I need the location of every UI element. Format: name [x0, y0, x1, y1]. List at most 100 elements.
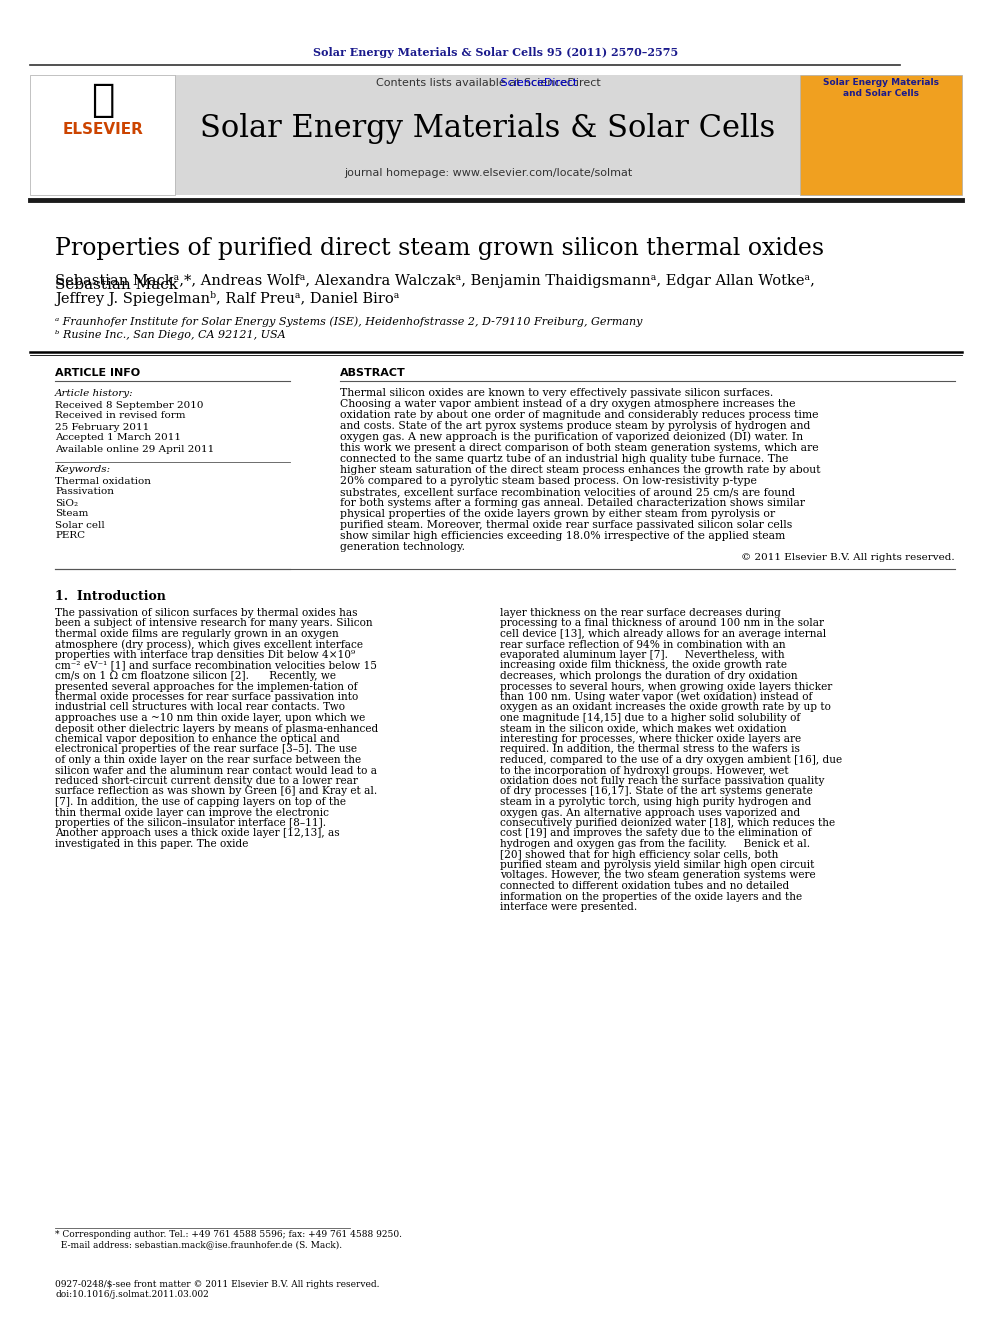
Text: oxidation rate by about one order of magnitude and considerably reduces process : oxidation rate by about one order of mag… [340, 410, 818, 419]
Text: oxidation does not fully reach the surface passivation quality: oxidation does not fully reach the surfa… [500, 777, 824, 786]
Text: 🌳: 🌳 [91, 81, 115, 119]
Text: ABSTRACT: ABSTRACT [340, 368, 406, 378]
Text: Another approach uses a thick oxide layer [12,13], as: Another approach uses a thick oxide laye… [55, 828, 339, 839]
Text: Contents lists available at ScienceDirect: Contents lists available at ScienceDirec… [376, 78, 600, 89]
Text: interface were presented.: interface were presented. [500, 902, 637, 912]
Text: approaches use a ~10 nm thin oxide layer, upon which we: approaches use a ~10 nm thin oxide layer… [55, 713, 365, 722]
Text: [7]. In addition, the use of capping layers on top of the: [7]. In addition, the use of capping lay… [55, 796, 346, 807]
Text: thermal oxide processes for rear surface passivation into: thermal oxide processes for rear surface… [55, 692, 358, 703]
Text: Steam: Steam [55, 509, 88, 519]
Text: Received 8 September 2010: Received 8 September 2010 [55, 401, 203, 410]
Text: 0927-0248/$-see front matter © 2011 Elsevier B.V. All rights reserved.
doi:10.10: 0927-0248/$-see front matter © 2011 Else… [55, 1279, 380, 1299]
Text: purified steam. Moreover, thermal oxide rear surface passivated silicon solar ce: purified steam. Moreover, thermal oxide … [340, 520, 793, 531]
Text: required. In addition, the thermal stress to the wafers is: required. In addition, the thermal stres… [500, 745, 800, 754]
Text: of dry processes [16,17]. State of the art systems generate: of dry processes [16,17]. State of the a… [500, 786, 812, 796]
Text: Passivation: Passivation [55, 487, 114, 496]
FancyBboxPatch shape [175, 75, 800, 194]
Text: cm/s on 1 Ω cm floatzone silicon [2].      Recently, we: cm/s on 1 Ω cm floatzone silicon [2]. Re… [55, 671, 336, 681]
Text: decreases, which prolongs the duration of dry oxidation: decreases, which prolongs the duration o… [500, 671, 798, 681]
Text: presented several approaches for the implemen-tation of: presented several approaches for the imp… [55, 681, 357, 692]
Text: information on the properties of the oxide layers and the: information on the properties of the oxi… [500, 892, 803, 901]
FancyBboxPatch shape [800, 75, 962, 194]
Text: thermal oxide films are regularly grown in an oxygen: thermal oxide films are regularly grown … [55, 628, 338, 639]
Text: for both systems after a forming gas anneal. Detailed characterization shows sim: for both systems after a forming gas ann… [340, 497, 805, 508]
Text: physical properties of the oxide layers grown by either steam from pyrolysis or: physical properties of the oxide layers … [340, 509, 775, 519]
Text: The passivation of silicon surfaces by thermal oxides has: The passivation of silicon surfaces by t… [55, 609, 357, 618]
Text: thin thermal oxide layer can improve the electronic: thin thermal oxide layer can improve the… [55, 807, 329, 818]
Text: 20% compared to a pyrolytic steam based process. On low-resistivity p-type: 20% compared to a pyrolytic steam based … [340, 476, 757, 486]
Text: 1.  Introduction: 1. Introduction [55, 590, 166, 603]
Text: Choosing a water vapor ambient instead of a dry oxygen atmosphere increases the: Choosing a water vapor ambient instead o… [340, 400, 796, 409]
Text: cell device [13], which already allows for an average internal: cell device [13], which already allows f… [500, 628, 826, 639]
Text: generation technology.: generation technology. [340, 542, 465, 552]
Text: layer thickness on the rear surface decreases during: layer thickness on the rear surface decr… [500, 609, 781, 618]
Text: investigated in this paper. The oxide: investigated in this paper. The oxide [55, 839, 248, 849]
Text: processing to a final thickness of around 100 nm in the solar: processing to a final thickness of aroun… [500, 618, 824, 628]
Text: electronical properties of the rear surface [3–5]. The use: electronical properties of the rear surf… [55, 745, 357, 754]
Text: Sebastian Mack: Sebastian Mack [55, 278, 178, 292]
Text: Solar cell: Solar cell [55, 520, 105, 529]
Text: Article history:: Article history: [55, 389, 134, 397]
Text: oxygen gas. A new approach is the purification of vaporized deionized (DI) water: oxygen gas. A new approach is the purifi… [340, 431, 804, 442]
Text: ᵇ Rusine Inc., San Diego, CA 92121, USA: ᵇ Rusine Inc., San Diego, CA 92121, USA [55, 329, 286, 340]
Text: chemical vapor deposition to enhance the optical and: chemical vapor deposition to enhance the… [55, 734, 340, 744]
Text: Keywords:: Keywords: [55, 466, 110, 475]
Text: atmosphere (dry process), which gives excellent interface: atmosphere (dry process), which gives ex… [55, 639, 363, 650]
Text: ARTICLE INFO: ARTICLE INFO [55, 368, 140, 378]
Text: higher steam saturation of the direct steam process enhances the growth rate by : higher steam saturation of the direct st… [340, 464, 820, 475]
Text: steam in a pyrolytic torch, using high purity hydrogen and: steam in a pyrolytic torch, using high p… [500, 796, 811, 807]
Text: industrial cell structures with local rear contacts. Two: industrial cell structures with local re… [55, 703, 345, 713]
Text: Received in revised form: Received in revised form [55, 411, 186, 421]
Text: silicon wafer and the aluminum rear contact would lead to a: silicon wafer and the aluminum rear cont… [55, 766, 377, 775]
Text: reduced short-circuit current density due to a lower rear: reduced short-circuit current density du… [55, 777, 358, 786]
Text: oxygen gas. An alternative approach uses vaporized and: oxygen gas. An alternative approach uses… [500, 807, 801, 818]
Text: hydrogen and oxygen gas from the facility.     Benick et al.: hydrogen and oxygen gas from the facilit… [500, 839, 810, 849]
Text: Properties of purified direct steam grown silicon thermal oxides: Properties of purified direct steam grow… [55, 237, 824, 259]
Text: rear surface reflection of 94% in combination with an: rear surface reflection of 94% in combin… [500, 639, 786, 650]
Text: voltages. However, the two steam generation systems were: voltages. However, the two steam generat… [500, 871, 815, 881]
Text: SiO₂: SiO₂ [55, 499, 78, 508]
Text: journal homepage: www.elsevier.com/locate/solmat: journal homepage: www.elsevier.com/locat… [344, 168, 632, 179]
Text: of only a thin oxide layer on the rear surface between the: of only a thin oxide layer on the rear s… [55, 755, 361, 765]
Text: ELSEVIER: ELSEVIER [62, 123, 144, 138]
Text: evaporated aluminum layer [7].     Nevertheless, with: evaporated aluminum layer [7]. Neverthel… [500, 650, 785, 660]
Text: © 2011 Elsevier B.V. All rights reserved.: © 2011 Elsevier B.V. All rights reserved… [741, 553, 955, 562]
Text: show similar high efficiencies exceeding 18.0% irrespective of the applied steam: show similar high efficiencies exceeding… [340, 531, 786, 541]
Text: oxygen as an oxidant increases the oxide growth rate by up to: oxygen as an oxidant increases the oxide… [500, 703, 831, 713]
Text: cost [19] and improves the safety due to the elimination of: cost [19] and improves the safety due to… [500, 828, 811, 839]
Text: Sebastian Mackᵃ,*, Andreas Wolfᵃ, Alexandra Walczakᵃ, Benjamin Thaidigsmannᵃ, Ed: Sebastian Mackᵃ,*, Andreas Wolfᵃ, Alexan… [55, 274, 814, 288]
Text: purified steam and pyrolysis yield similar high open circuit: purified steam and pyrolysis yield simil… [500, 860, 814, 871]
Text: been a subject of intensive research for many years. Silicon: been a subject of intensive research for… [55, 618, 373, 628]
Text: Accepted 1 March 2011: Accepted 1 March 2011 [55, 434, 181, 442]
Text: connected to the same quartz tube of an industrial high quality tube furnace. Th: connected to the same quartz tube of an … [340, 454, 789, 464]
Text: ᵃ Fraunhofer Institute for Solar Energy Systems (ISE), Heidenhofstrasse 2, D-791: ᵃ Fraunhofer Institute for Solar Energy … [55, 316, 643, 327]
Text: cm⁻² eV⁻¹ [1] and surface recombination velocities below 15: cm⁻² eV⁻¹ [1] and surface recombination … [55, 660, 377, 671]
Text: substrates, excellent surface recombination velocities of around 25 cm/s are fou: substrates, excellent surface recombinat… [340, 487, 796, 497]
Text: Thermal silicon oxides are known to very effectively passivate silicon surfaces.: Thermal silicon oxides are known to very… [340, 388, 773, 398]
Text: Thermal oxidation: Thermal oxidation [55, 476, 151, 486]
Text: reduced, compared to the use of a dry oxygen ambient [16], due: reduced, compared to the use of a dry ox… [500, 755, 842, 765]
Text: Available online 29 April 2011: Available online 29 April 2011 [55, 445, 214, 454]
Text: properties of the silicon–insulator interface [8–11].: properties of the silicon–insulator inte… [55, 818, 326, 828]
Text: Solar Energy Materials
and Solar Cells: Solar Energy Materials and Solar Cells [823, 78, 939, 98]
Text: Solar Energy Materials & Solar Cells: Solar Energy Materials & Solar Cells [200, 112, 776, 143]
Text: increasing oxide film thickness, the oxide growth rate: increasing oxide film thickness, the oxi… [500, 660, 787, 671]
Text: consecutively purified deionized water [18], which reduces the: consecutively purified deionized water [… [500, 818, 835, 828]
Text: one magnitude [14,15] due to a higher solid solubility of: one magnitude [14,15] due to a higher so… [500, 713, 801, 722]
Text: surface reflection as was shown by Green [6] and Kray et al.: surface reflection as was shown by Green… [55, 786, 377, 796]
Text: this work we present a direct comparison of both steam generation systems, which: this work we present a direct comparison… [340, 443, 818, 452]
Text: 25 February 2011: 25 February 2011 [55, 422, 149, 431]
Text: than 100 nm. Using water vapor (wet oxidation) instead of: than 100 nm. Using water vapor (wet oxid… [500, 692, 812, 703]
Text: ScienceDirect: ScienceDirect [399, 78, 577, 89]
Text: Jeffrey J. Spiegelmanᵇ, Ralf Preuᵃ, Daniel Biroᵃ: Jeffrey J. Spiegelmanᵇ, Ralf Preuᵃ, Dani… [55, 291, 400, 306]
Text: steam in the silicon oxide, which makes wet oxidation: steam in the silicon oxide, which makes … [500, 724, 787, 733]
Text: properties with interface trap densities Dit below 4×10⁹: properties with interface trap densities… [55, 650, 355, 660]
Text: * Corresponding author. Tel.: +49 761 4588 5596; fax: +49 761 4588 9250.
  E-mai: * Corresponding author. Tel.: +49 761 45… [55, 1230, 402, 1250]
Text: processes to several hours, when growing oxide layers thicker: processes to several hours, when growing… [500, 681, 832, 692]
Text: and costs. State of the art pyrox systems produce steam by pyrolysis of hydrogen: and costs. State of the art pyrox system… [340, 421, 810, 431]
Text: deposit other dielectric layers by means of plasma-enhanced: deposit other dielectric layers by means… [55, 724, 378, 733]
Text: connected to different oxidation tubes and no detailed: connected to different oxidation tubes a… [500, 881, 790, 890]
Text: PERC: PERC [55, 532, 85, 541]
FancyBboxPatch shape [30, 75, 175, 194]
Text: to the incorporation of hydroxyl groups. However, wet: to the incorporation of hydroxyl groups.… [500, 766, 789, 775]
